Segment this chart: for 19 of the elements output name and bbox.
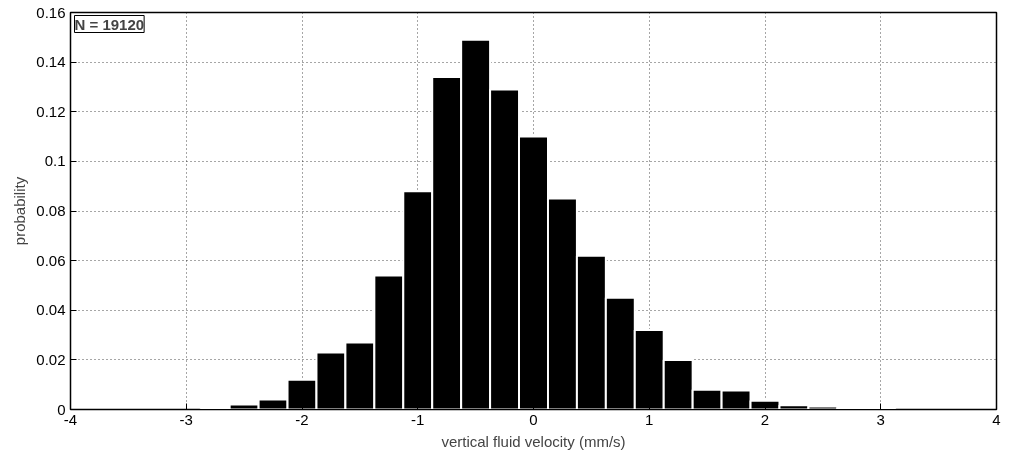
- y-tick-label: 0.16: [36, 3, 66, 21]
- x-tick-label: 0: [529, 410, 538, 428]
- x-tick-label: -3: [179, 410, 193, 428]
- y-axis-title: probability: [11, 176, 29, 246]
- y-tick-label: 0.1: [44, 152, 66, 170]
- x-tick-label: 2: [760, 410, 770, 428]
- y-tick-label: 0.14: [36, 53, 66, 71]
- x-tick-label: -1: [411, 410, 425, 428]
- y-tick-label: 0.02: [36, 350, 66, 368]
- annotation: N = 19120: [74, 15, 145, 33]
- y-tick-label: 0.06: [36, 251, 66, 269]
- y-tick-label: 0.08: [36, 202, 66, 219]
- y-tick-label: 0.12: [36, 102, 66, 120]
- x-tick-label: -2: [295, 410, 309, 428]
- y-tick-label: 0.04: [36, 301, 66, 319]
- x-tick-label: 1: [645, 410, 654, 428]
- x-tick-label: 3: [876, 410, 885, 428]
- x-axis-title: vertical fluid velocity (mm/s): [441, 432, 626, 450]
- x-tick-label: 4: [992, 410, 1001, 428]
